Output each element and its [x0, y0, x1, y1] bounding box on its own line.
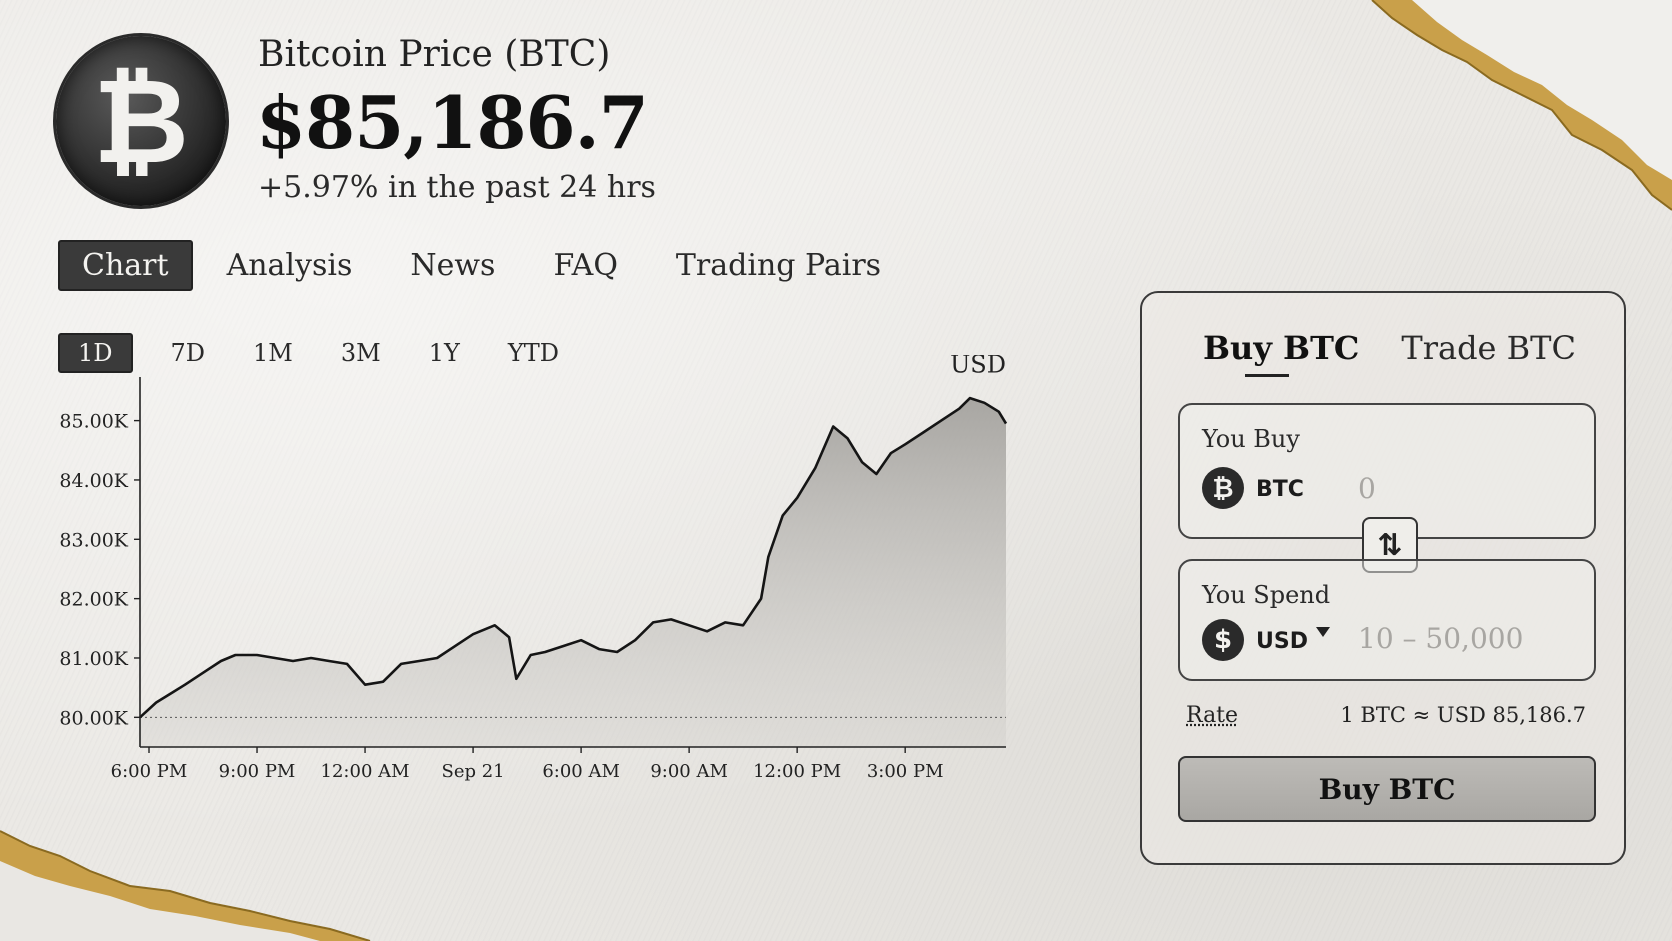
- x-tick-label: 9:00 PM: [219, 761, 296, 782]
- buy-currency-label: BTC: [1256, 477, 1304, 502]
- x-tick-label: 6:00 PM: [111, 761, 188, 782]
- price-area-fill: [140, 398, 1006, 747]
- x-tick-label: 12:00 AM: [321, 761, 410, 782]
- y-tick-label: 85.00K: [59, 411, 128, 433]
- price-change: +5.97% in the past 24 hrs: [258, 170, 656, 205]
- buy-amount-input[interactable]: [1356, 465, 1580, 511]
- x-tick-label: 3:00 PM: [867, 761, 944, 782]
- torn-paper-corner-decoration: [0, 830, 371, 941]
- chart-currency-label: USD: [950, 355, 1006, 379]
- tab-chart[interactable]: Chart: [58, 240, 193, 291]
- range-1y-button[interactable]: 1Y: [428, 339, 460, 367]
- btc-coin-icon: ₿: [1202, 467, 1244, 509]
- tab-trading-pairs[interactable]: Trading Pairs: [675, 248, 882, 283]
- you-spend-box: You Spend $ USD: [1178, 559, 1596, 681]
- y-tick-label: 80.00K: [59, 707, 128, 729]
- y-tick-label: 84.00K: [59, 470, 128, 492]
- active-tab-underline: [1245, 374, 1289, 377]
- trade-panel: Buy BTC Trade BTC You Buy ₿ BTC ⇅ You Sp…: [1140, 291, 1626, 865]
- bitcoin-logo-icon: ₿: [56, 36, 226, 206]
- you-spend-label: You Spend: [1202, 581, 1331, 609]
- section-tabs: Chart Analysis News FAQ Trading Pairs: [58, 240, 939, 291]
- buy-btc-button[interactable]: Buy BTC: [1178, 756, 1596, 822]
- tab-trade-btc[interactable]: Trade BTC: [1401, 329, 1576, 367]
- rate-label[interactable]: Rate: [1186, 703, 1239, 728]
- torn-paper-corner-decoration: [1371, 0, 1672, 211]
- x-tick-label: 6:00 AM: [542, 761, 620, 782]
- you-buy-box: You Buy ₿ BTC: [1178, 403, 1596, 539]
- y-tick-label: 83.00K: [59, 529, 128, 551]
- x-tick-label: 9:00 AM: [650, 761, 728, 782]
- time-range-selector: 1D 7D 1M 3M 1Y YTD: [58, 333, 607, 373]
- x-tick-label: 12:00 PM: [753, 761, 841, 782]
- tab-news[interactable]: News: [410, 248, 496, 283]
- current-price: $85,186.7: [256, 80, 649, 165]
- rate-value: 1 BTC ≈ USD 85,186.7: [1340, 703, 1586, 727]
- y-tick-label: 82.00K: [59, 589, 128, 611]
- range-3m-button[interactable]: 3M: [340, 339, 381, 367]
- spend-currency-dropdown[interactable]: USD: [1256, 629, 1308, 654]
- tab-buy-btc[interactable]: Buy BTC: [1203, 329, 1360, 367]
- y-tick-label: 81.00K: [59, 648, 128, 670]
- page-title: Bitcoin Price (BTC): [258, 34, 611, 75]
- price-line: [139, 396, 1008, 719]
- spend-amount-input[interactable]: [1356, 615, 1580, 661]
- range-1m-button[interactable]: 1M: [253, 339, 293, 367]
- you-buy-label: You Buy: [1202, 425, 1300, 453]
- price-chart: USD 80.00K 81.00K 82.00K 83.00K 84.00K 85.00K 6…: [59, 355, 1008, 782]
- tab-faq[interactable]: FAQ: [553, 248, 618, 283]
- usd-dollar-icon: $: [1202, 619, 1244, 661]
- range-ytd-button[interactable]: YTD: [507, 339, 559, 367]
- tab-analysis[interactable]: Analysis: [226, 248, 353, 283]
- range-1d-button[interactable]: 1D: [58, 333, 133, 373]
- x-tick-label: Sep 21: [442, 761, 505, 782]
- chevron-down-icon[interactable]: [1316, 627, 1330, 637]
- range-7d-button[interactable]: 7D: [170, 339, 206, 367]
